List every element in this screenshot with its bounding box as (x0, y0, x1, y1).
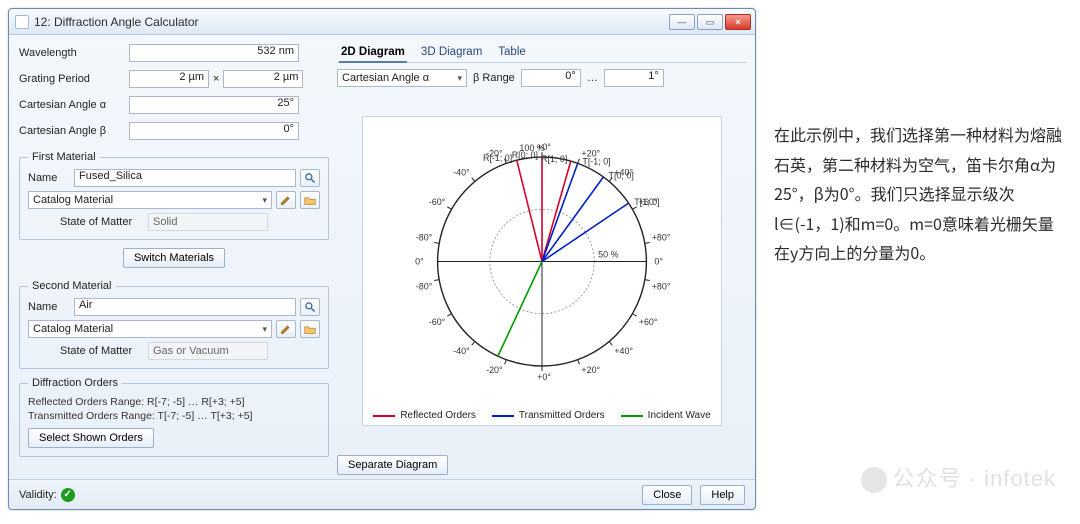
folder-icon[interactable] (300, 320, 320, 338)
mat2-state-label: State of Matter (60, 345, 140, 357)
tab-3d-diagram[interactable]: 3D Diagram (419, 43, 484, 62)
svg-text:R[-1; 0]: R[-1; 0] (483, 153, 512, 163)
incident-legend: Incident Wave (648, 410, 711, 421)
svg-text:-20°: -20° (486, 365, 503, 375)
wavelength-input[interactable]: 532 nm (129, 44, 299, 62)
ellipsis-icon: … (587, 72, 598, 84)
mat1-catalog-label: Catalog Material (33, 194, 113, 206)
minimize-button[interactable]: — (669, 14, 695, 30)
mat2-name-label: Name (28, 301, 70, 313)
second-material-group: Second Material Name Air Catalog Materia… (19, 280, 329, 369)
edit-icon[interactable] (276, 320, 296, 338)
mat2-state-value: Gas or Vacuum (148, 342, 268, 360)
svg-text:-40°: -40° (453, 346, 470, 356)
transmitted-legend: Transmitted Orders (519, 410, 605, 421)
first-material-group: First Material Name Fused_Silica Catalog… (19, 151, 329, 240)
app-window: 12: Diffraction Angle Calculator — ▭ × W… (8, 8, 756, 510)
diagram-tabs: 2D Diagram 3D Diagram Table (337, 43, 747, 63)
maximize-button[interactable]: ▭ (697, 14, 723, 30)
svg-text:0°: 0° (654, 256, 663, 266)
beta-input[interactable]: 0° (129, 122, 299, 140)
mat2-catalog-combo[interactable]: Catalog Material ▾ (28, 320, 272, 338)
grating-y-input[interactable]: 2 µm (223, 70, 303, 88)
transmitted-legend-line (492, 415, 514, 417)
watermark-text: 公众号 · infotek (893, 459, 1056, 500)
search-icon[interactable] (300, 169, 320, 187)
close-dialog-button[interactable]: Close (642, 485, 692, 505)
transmitted-range-text: Transmitted Orders Range: T[-7; -5] … T[… (28, 409, 320, 423)
svg-text:-40°: -40° (453, 168, 470, 178)
grating-period-label: Grating Period (19, 73, 129, 85)
edit-icon[interactable] (276, 191, 296, 209)
alpha-label: Cartesian Angle α (19, 99, 129, 111)
select-shown-orders-button[interactable]: Select Shown Orders (28, 428, 154, 448)
folder-icon[interactable] (300, 191, 320, 209)
chevron-down-icon: ▾ (262, 195, 267, 206)
times-icon: × (213, 73, 219, 85)
mat1-catalog-combo[interactable]: Catalog Material ▾ (28, 191, 272, 209)
svg-text:50 %: 50 % (598, 250, 618, 260)
validity-ok-icon: ✓ (61, 488, 75, 502)
reflected-legend: Reflected Orders (400, 410, 476, 421)
mat2-name-input[interactable]: Air (74, 298, 296, 316)
incident-legend-line (621, 415, 643, 417)
alpha-input[interactable]: 25° (129, 96, 299, 114)
beta-label: Cartesian Angle β (19, 125, 129, 137)
chevron-down-icon: ▾ (457, 73, 462, 84)
wechat-icon (861, 467, 887, 493)
separate-diagram-button[interactable]: Separate Diagram (337, 455, 448, 475)
beta-range-label: β Range (473, 72, 515, 84)
titlebar: 12: Diffraction Angle Calculator — ▭ × (9, 9, 755, 35)
beta-from-input[interactable]: 0° (521, 69, 581, 87)
svg-text:T[-1; 0]: T[-1; 0] (582, 156, 610, 166)
orders-legend: Diffraction Orders (28, 377, 122, 389)
svg-text:-60°: -60° (429, 197, 446, 207)
tab-2d-diagram[interactable]: 2D Diagram (339, 43, 407, 63)
first-material-legend: First Material (28, 151, 100, 163)
reflected-range-text: Reflected Orders Range: R[-7; -5] … R[+3… (28, 395, 320, 409)
reflected-legend-line (373, 415, 395, 417)
mat1-name-label: Name (28, 172, 70, 184)
watermark: 公众号 · infotek (861, 459, 1056, 500)
close-button[interactable]: × (725, 14, 751, 30)
svg-text:+0°: +0° (537, 142, 551, 152)
beta-to-input[interactable]: 1° (604, 69, 664, 87)
svg-text:+80°: +80° (652, 281, 671, 291)
svg-text:-80°: -80° (416, 281, 433, 291)
window-title: 12: Diffraction Angle Calculator (34, 15, 669, 29)
caption-text: 在此示例中，我们选择第一种材料为熔融石英，第二种材料为空气，笛卡尔角α为25°，… (774, 120, 1062, 268)
validity-label: Validity: (19, 489, 57, 501)
app-icon (15, 15, 29, 29)
mat1-state-value: Solid (148, 213, 268, 231)
svg-text:0°: 0° (415, 256, 424, 266)
polar-diagram: 50 %100 %-80°-80°-60°-60°-40°-40°-20°-20… (362, 116, 722, 426)
mat1-state-label: State of Matter (60, 216, 140, 228)
grating-x-input[interactable]: 2 µm (129, 70, 209, 88)
diffraction-orders-group: Diffraction Orders Reflected Orders Rang… (19, 377, 329, 457)
help-button[interactable]: Help (700, 485, 745, 505)
svg-text:+80°: +80° (652, 233, 671, 243)
mat1-name-input[interactable]: Fused_Silica (74, 169, 296, 187)
svg-text:R[0; 0]: R[0; 0] (512, 150, 538, 160)
tab-table[interactable]: Table (496, 43, 528, 62)
angle-mode-combo[interactable]: Cartesian Angle α ▾ (337, 69, 467, 87)
mat2-catalog-label: Catalog Material (33, 323, 113, 335)
switch-materials-button[interactable]: Switch Materials (123, 248, 225, 268)
svg-text:+0°: +0° (537, 372, 551, 382)
svg-text:+20°: +20° (581, 365, 600, 375)
svg-text:+40°: +40° (614, 346, 633, 356)
svg-text:-80°: -80° (416, 233, 433, 243)
svg-text:T[0; 0]: T[0; 0] (609, 170, 634, 180)
angle-mode-label: Cartesian Angle α (342, 72, 429, 84)
svg-text:+60°: +60° (639, 317, 658, 327)
svg-text:R[1; 0]: R[1; 0] (541, 154, 567, 164)
search-icon[interactable] (300, 298, 320, 316)
chevron-down-icon: ▾ (262, 324, 267, 335)
wavelength-label: Wavelength (19, 47, 129, 59)
second-material-legend: Second Material (28, 280, 116, 292)
svg-text:T[1; 0]: T[1; 0] (634, 197, 659, 207)
svg-text:-60°: -60° (429, 317, 446, 327)
